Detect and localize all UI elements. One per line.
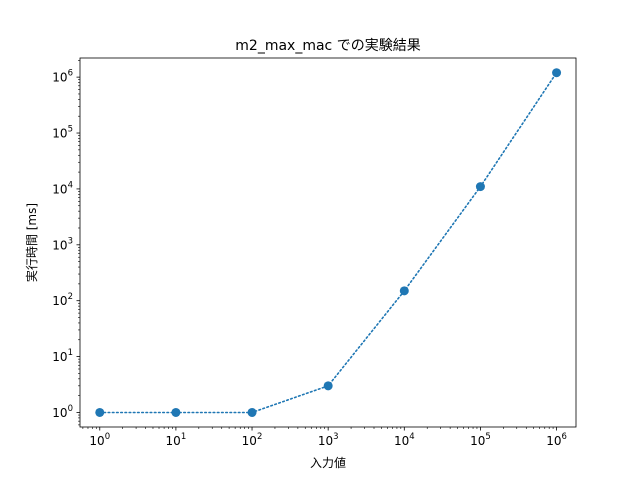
series-layer (95, 68, 562, 417)
y-tick-label: 101 (52, 348, 73, 364)
x-tick-label: 101 (166, 432, 187, 448)
x-tick-label: 105 (470, 432, 491, 448)
y-tick-label: 100 (52, 404, 73, 420)
chart-title: m2_max_mac での実験結果 (235, 38, 420, 54)
y-axis-label: 実行時間 [ms] (24, 203, 39, 282)
data-point (247, 407, 257, 417)
major-ticks: 100 101 102 103 104 105 106 100 101 102 103 104 105 1… (52, 69, 567, 448)
y-tick-label: 105 (52, 125, 73, 141)
x-tick-label: 100 (89, 432, 110, 448)
data-point (323, 381, 333, 391)
y-tick-label: 104 (52, 180, 73, 196)
y-tick-label: 106 (52, 69, 73, 85)
x-tick-label: 103 (318, 432, 339, 448)
data-point (552, 68, 562, 78)
x-tick-label: 106 (546, 432, 567, 448)
data-point (475, 182, 485, 192)
x-axis-label: 入力値 (310, 455, 346, 470)
data-point (171, 407, 181, 417)
y-tick-label: 102 (52, 292, 73, 308)
x-tick-label: 102 (242, 432, 263, 448)
x-tick-label: 104 (394, 432, 415, 448)
data-point (399, 286, 409, 296)
plot-frame (79, 57, 577, 428)
y-tick-label: 103 (52, 236, 73, 252)
data-point (95, 407, 105, 417)
